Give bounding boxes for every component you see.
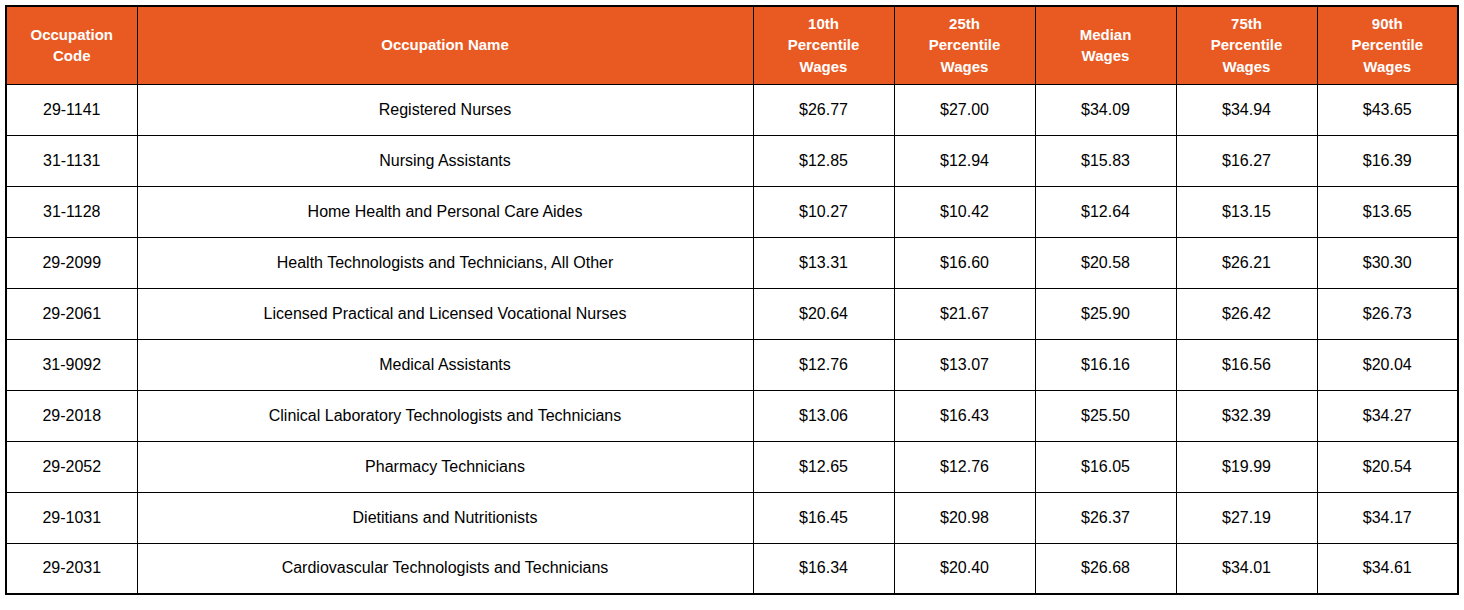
- occupation-code-cell: 29-2052: [6, 441, 137, 492]
- wage-cell-75th-percentile: $13.15: [1176, 186, 1317, 237]
- wage-cell-75th-percentile: $32.39: [1176, 390, 1317, 441]
- wage-cell-90th-percentile: $13.65: [1317, 186, 1458, 237]
- table-header: Occupation Code Occupation Name 10th Per…: [6, 6, 1458, 84]
- occupation-name-cell: Registered Nurses: [137, 84, 753, 135]
- wage-cell-25th-percentile: $27.00: [894, 84, 1035, 135]
- wage-cell-10th-percentile: $13.06: [753, 390, 894, 441]
- occupation-name-cell: Cardiovascular Technologists and Technic…: [137, 543, 753, 594]
- wage-cell-25th-percentile: $21.67: [894, 288, 1035, 339]
- table-body: 29-1141 Registered Nurses $26.77 $27.00 …: [6, 84, 1458, 594]
- occupation-code-cell: 31-1131: [6, 135, 137, 186]
- table-row: 31-9092 Medical Assistants $12.76 $13.07…: [6, 339, 1458, 390]
- wage-cell-90th-percentile: $34.61: [1317, 543, 1458, 594]
- table-row: 31-1128 Home Health and Personal Care Ai…: [6, 186, 1458, 237]
- occupation-name-cell: Clinical Laboratory Technologists and Te…: [137, 390, 753, 441]
- table-row: 29-2052 Pharmacy Technicians $12.65 $12.…: [6, 441, 1458, 492]
- wage-cell-10th-percentile: $12.65: [753, 441, 894, 492]
- wage-cell-25th-percentile: $10.42: [894, 186, 1035, 237]
- occupation-code-cell: 31-1128: [6, 186, 137, 237]
- wage-cell-90th-percentile: $34.17: [1317, 492, 1458, 543]
- wage-cell-90th-percentile: $43.65: [1317, 84, 1458, 135]
- occupation-name-cell: Pharmacy Technicians: [137, 441, 753, 492]
- table-row: 29-2031 Cardiovascular Technologists and…: [6, 543, 1458, 594]
- occupation-code-cell: 29-2061: [6, 288, 137, 339]
- wage-cell-25th-percentile: $16.43: [894, 390, 1035, 441]
- occupation-code-cell: 31-9092: [6, 339, 137, 390]
- wage-cell-90th-percentile: $30.30: [1317, 237, 1458, 288]
- occupation-code-cell: 29-2018: [6, 390, 137, 441]
- occupation-name-cell: Home Health and Personal Care Aides: [137, 186, 753, 237]
- occupation-code-cell: 29-1031: [6, 492, 137, 543]
- wage-cell-90th-percentile: $26.73: [1317, 288, 1458, 339]
- table-row: 29-1031 Dietitians and Nutritionists $16…: [6, 492, 1458, 543]
- page: Occupation Code Occupation Name 10th Per…: [0, 0, 1464, 610]
- occupation-name-cell: Health Technologists and Technicians, Al…: [137, 237, 753, 288]
- wage-cell-median: $25.50: [1035, 390, 1176, 441]
- wage-cell-25th-percentile: $20.98: [894, 492, 1035, 543]
- wage-cell-median: $16.16: [1035, 339, 1176, 390]
- wage-cell-10th-percentile: $12.76: [753, 339, 894, 390]
- wage-cell-75th-percentile: $34.01: [1176, 543, 1317, 594]
- wage-cell-75th-percentile: $16.56: [1176, 339, 1317, 390]
- occupation-name-cell: Nursing Assistants: [137, 135, 753, 186]
- occupation-name-cell: Medical Assistants: [137, 339, 753, 390]
- wage-cell-10th-percentile: $12.85: [753, 135, 894, 186]
- column-header-75th-percentile-wages: 75th Percentile Wages: [1176, 6, 1317, 84]
- wage-cell-75th-percentile: $26.21: [1176, 237, 1317, 288]
- wage-cell-90th-percentile: $20.54: [1317, 441, 1458, 492]
- wage-cell-75th-percentile: $16.27: [1176, 135, 1317, 186]
- wage-cell-25th-percentile: $16.60: [894, 237, 1035, 288]
- wage-cell-10th-percentile: $20.64: [753, 288, 894, 339]
- wage-cell-25th-percentile: $20.40: [894, 543, 1035, 594]
- wage-cell-median: $16.05: [1035, 441, 1176, 492]
- occupation-code-cell: 29-2031: [6, 543, 137, 594]
- occupation-code-cell: 29-2099: [6, 237, 137, 288]
- occupation-name-cell: Dietitians and Nutritionists: [137, 492, 753, 543]
- wage-cell-median: $12.64: [1035, 186, 1176, 237]
- wage-cell-median: $20.58: [1035, 237, 1176, 288]
- table-row: 29-1141 Registered Nurses $26.77 $27.00 …: [6, 84, 1458, 135]
- wage-cell-90th-percentile: $20.04: [1317, 339, 1458, 390]
- column-header-90th-percentile-wages: 90th Percentile Wages: [1317, 6, 1458, 84]
- occupation-name-cell: Licensed Practical and Licensed Vocation…: [137, 288, 753, 339]
- wage-cell-median: $15.83: [1035, 135, 1176, 186]
- header-row: Occupation Code Occupation Name 10th Per…: [6, 6, 1458, 84]
- occupation-code-cell: 29-1141: [6, 84, 137, 135]
- wage-cell-median: $34.09: [1035, 84, 1176, 135]
- wage-cell-median: $26.68: [1035, 543, 1176, 594]
- wage-cell-75th-percentile: $26.42: [1176, 288, 1317, 339]
- wage-cell-90th-percentile: $16.39: [1317, 135, 1458, 186]
- wage-cell-25th-percentile: $13.07: [894, 339, 1035, 390]
- wage-cell-median: $26.37: [1035, 492, 1176, 543]
- occupation-wages-table: Occupation Code Occupation Name 10th Per…: [5, 5, 1459, 595]
- table-row: 29-2061 Licensed Practical and Licensed …: [6, 288, 1458, 339]
- wage-cell-75th-percentile: $34.94: [1176, 84, 1317, 135]
- wage-cell-median: $25.90: [1035, 288, 1176, 339]
- wage-cell-25th-percentile: $12.94: [894, 135, 1035, 186]
- wage-cell-10th-percentile: $13.31: [753, 237, 894, 288]
- table-row: 31-1131 Nursing Assistants $12.85 $12.94…: [6, 135, 1458, 186]
- wage-cell-10th-percentile: $26.77: [753, 84, 894, 135]
- table-row: 29-2018 Clinical Laboratory Technologist…: [6, 390, 1458, 441]
- column-header-occupation-code: Occupation Code: [6, 6, 137, 84]
- wage-cell-10th-percentile: $16.45: [753, 492, 894, 543]
- column-header-median-wages: Median Wages: [1035, 6, 1176, 84]
- wage-cell-10th-percentile: $10.27: [753, 186, 894, 237]
- wage-cell-75th-percentile: $19.99: [1176, 441, 1317, 492]
- wage-cell-25th-percentile: $12.76: [894, 441, 1035, 492]
- wage-cell-10th-percentile: $16.34: [753, 543, 894, 594]
- wage-cell-75th-percentile: $27.19: [1176, 492, 1317, 543]
- table-row: 29-2099 Health Technologists and Technic…: [6, 237, 1458, 288]
- column-header-25th-percentile-wages: 25th Percentile Wages: [894, 6, 1035, 84]
- column-header-10th-percentile-wages: 10th Percentile Wages: [753, 6, 894, 84]
- column-header-occupation-name: Occupation Name: [137, 6, 753, 84]
- wage-cell-90th-percentile: $34.27: [1317, 390, 1458, 441]
